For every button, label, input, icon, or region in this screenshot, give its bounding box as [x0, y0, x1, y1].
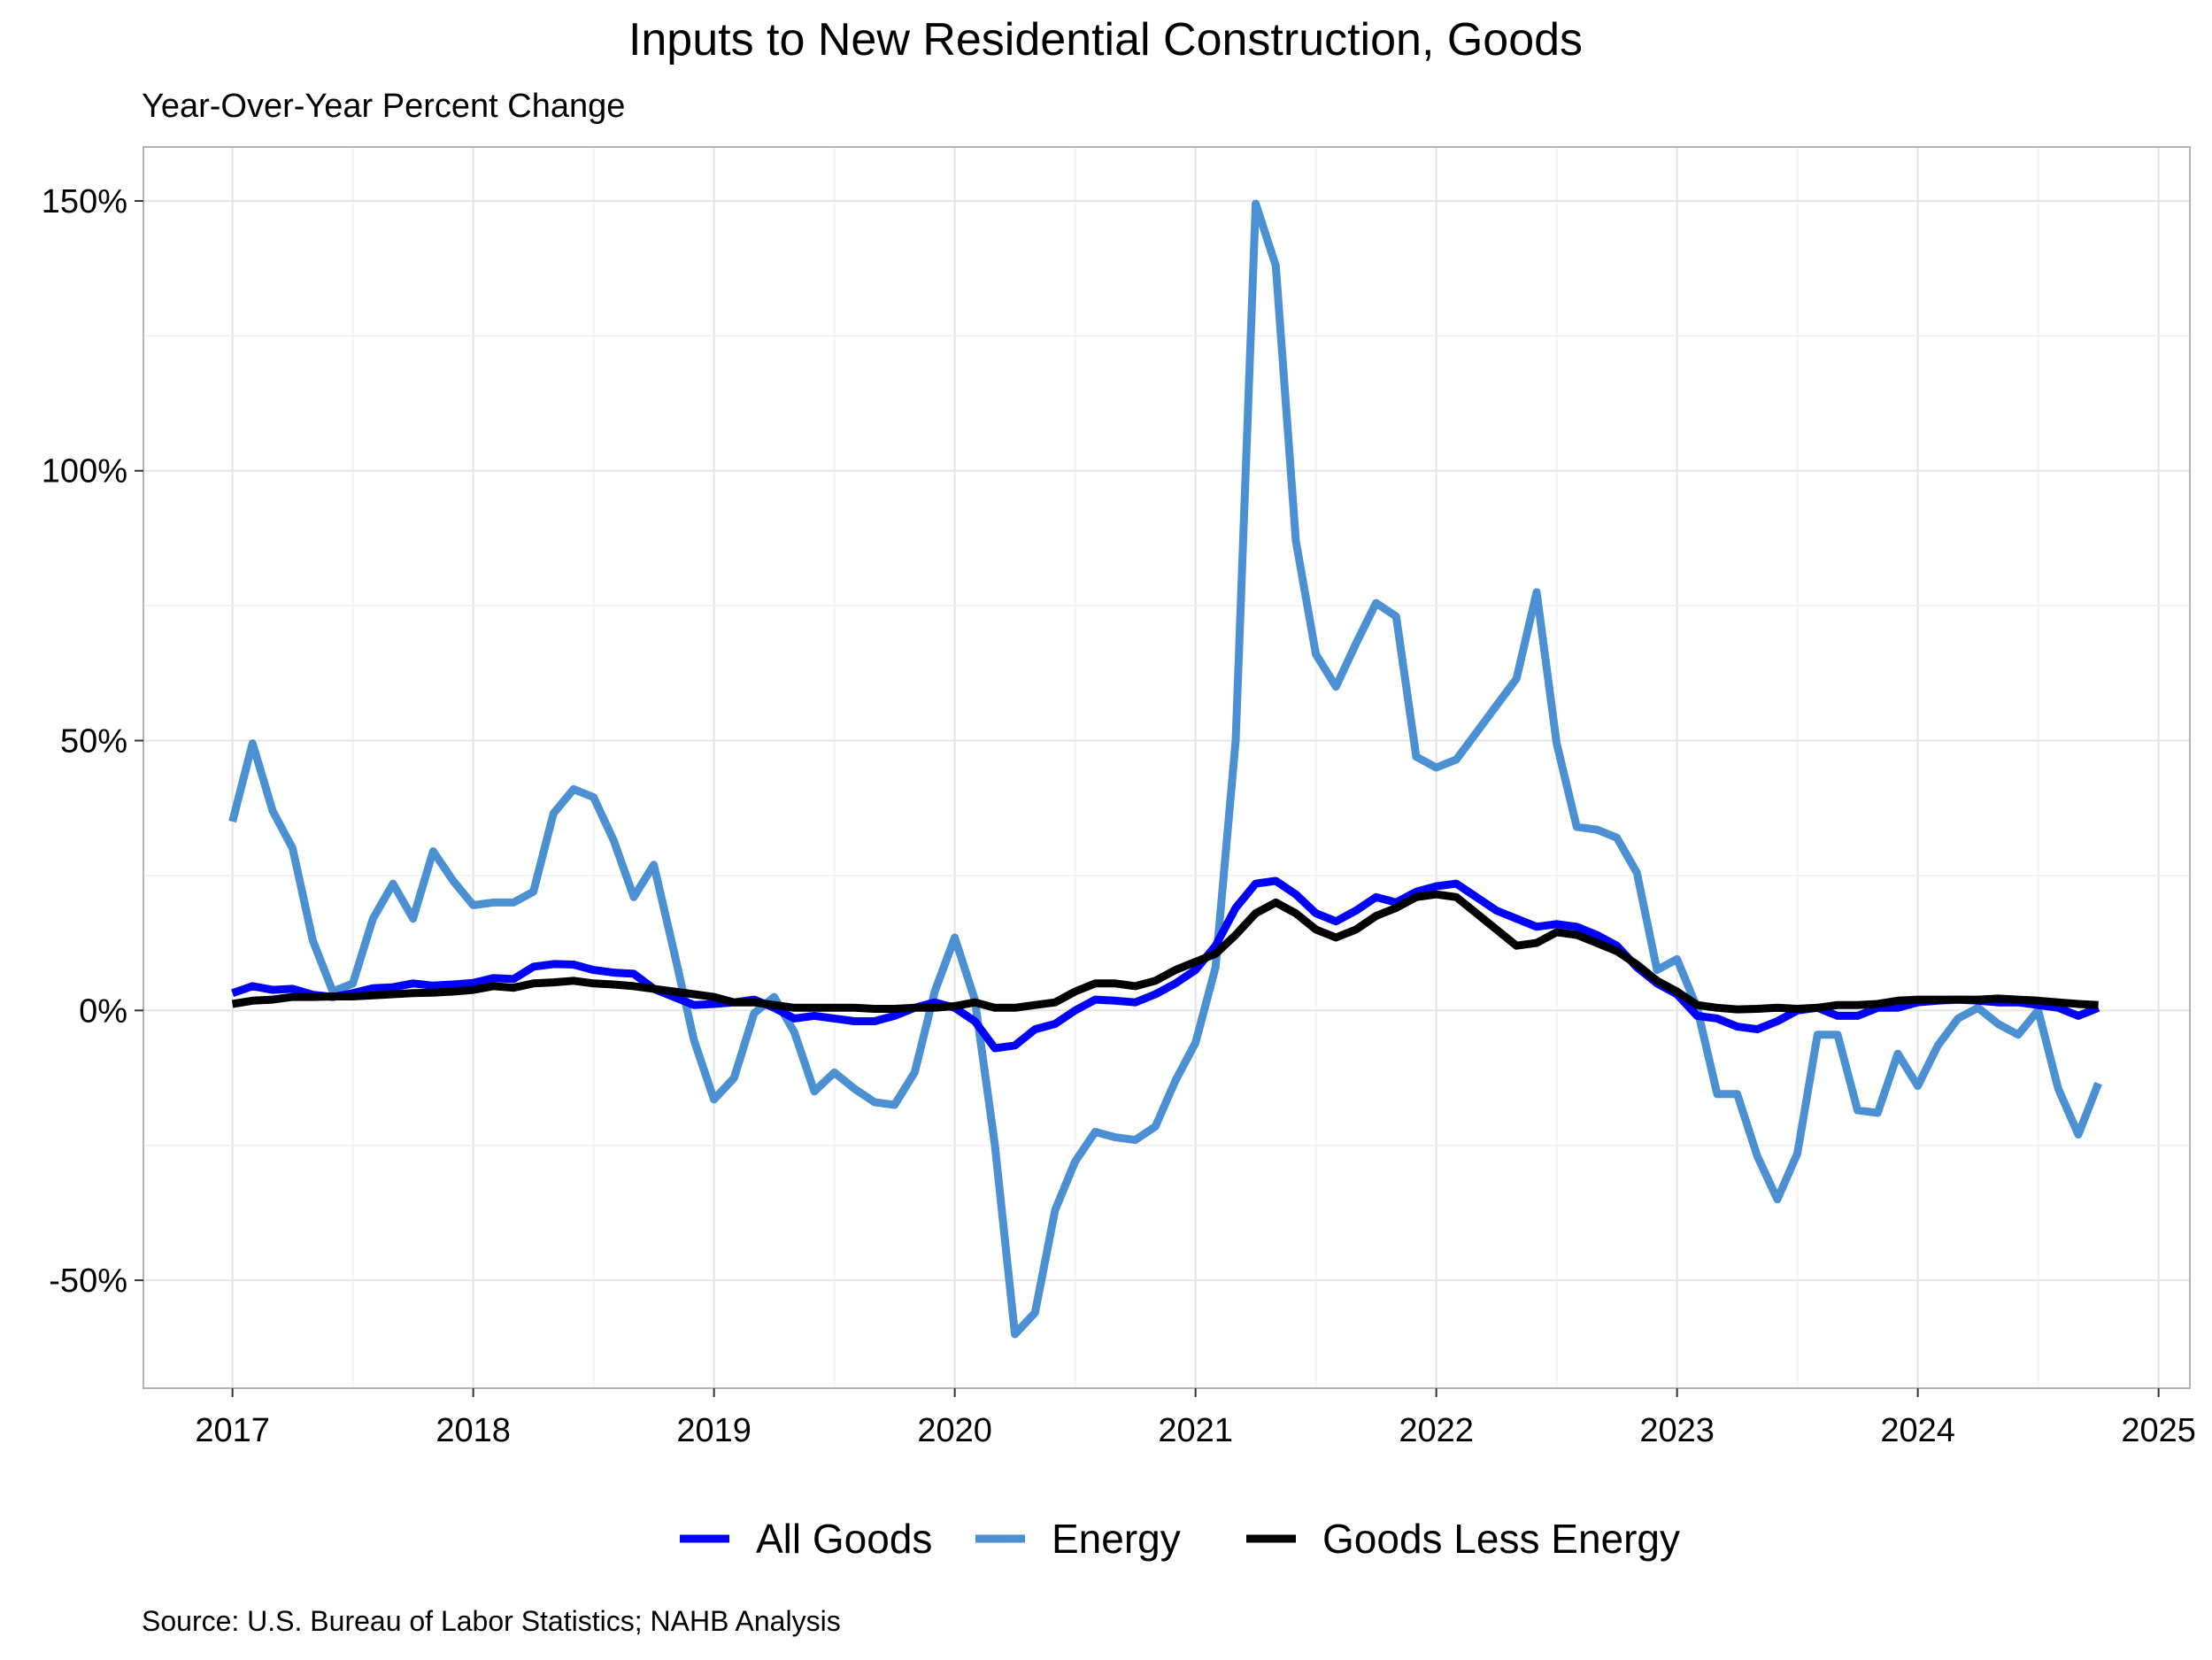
- series-line-all-goods: [231, 876, 2100, 1053]
- y-tick-label: 150%: [42, 183, 127, 220]
- legend-label-all-goods: All Goods: [756, 1516, 932, 1562]
- x-tick-label: 2022: [1399, 1412, 1474, 1449]
- grid: [143, 147, 2190, 1388]
- x-tick-label: 2019: [676, 1412, 751, 1449]
- plot-frame: [143, 146, 2191, 1389]
- y-axis: -50% 0% 50% 100% 150%: [42, 183, 143, 1300]
- x-tick-label: 2020: [917, 1412, 992, 1449]
- legend-label-energy: Energy: [1052, 1516, 1181, 1562]
- chart-source: Source: U.S. Bureau of Labor Statistics;…: [142, 1605, 841, 1637]
- y-tick-label: 100%: [42, 453, 127, 490]
- x-tick-label: 2025: [2121, 1412, 2196, 1449]
- x-tick-label: 2017: [195, 1412, 270, 1449]
- x-tick-label: 2023: [1639, 1412, 1715, 1449]
- y-tick-label: -50%: [49, 1262, 127, 1300]
- y-tick-label: 0%: [79, 992, 127, 1030]
- chart-subtitle: Year-Over-Year Percent Change: [142, 88, 625, 125]
- y-tick-label: 50%: [60, 723, 127, 761]
- x-axis: 2017 2018 2019 2020 2021 2022 2023 2024 2025: [195, 1388, 2196, 1449]
- chart-title: Inputs to New Residential Construction, …: [628, 14, 1583, 66]
- x-tick-label: 2024: [1880, 1412, 1955, 1449]
- legend: All Goods Energy Goods Less Energy: [680, 1516, 1680, 1562]
- x-tick-label: 2021: [1158, 1412, 1233, 1449]
- legend-label-goods-less-energy: Goods Less Energy: [1322, 1516, 1680, 1562]
- series-layer: [228, 199, 2102, 1339]
- series-line-energy: [228, 199, 2102, 1339]
- x-tick-label: 2018: [435, 1412, 511, 1449]
- series-line-goods-less-energy: [231, 890, 2099, 1014]
